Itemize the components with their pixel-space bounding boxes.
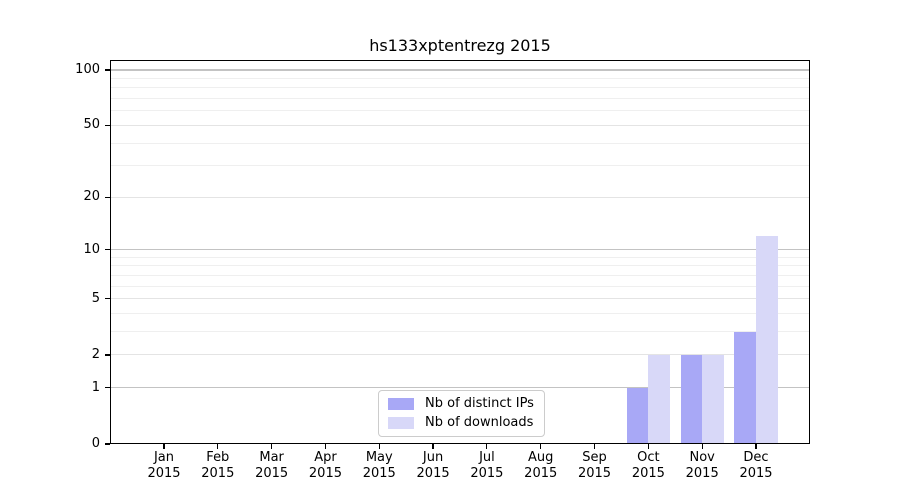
legend-swatch-distinct-ips xyxy=(388,398,414,410)
x-tick-label: Mar 2015 xyxy=(240,450,304,482)
y-tick-label: 0 xyxy=(91,436,100,451)
legend-item-downloads: Nb of downloads xyxy=(388,416,535,430)
bar-distinct-ips-nov xyxy=(680,354,703,444)
x-tick-mark xyxy=(271,444,273,449)
x-tick-label-year: 2015 xyxy=(255,466,289,481)
x-tick-label-year: 2015 xyxy=(147,466,181,481)
y-tick-mark xyxy=(105,124,110,126)
bar-downloads-nov xyxy=(702,354,724,444)
y-tick-mark xyxy=(105,443,110,445)
x-tick-mark xyxy=(593,444,596,449)
y-tick-mark xyxy=(105,69,110,71)
gridline-minor xyxy=(110,256,810,258)
x-tick-label-year: 2015 xyxy=(416,466,450,481)
y-tick-mark xyxy=(105,298,110,300)
gridline-major xyxy=(110,124,810,126)
legend-item-distinct-ips: Nb of distinct IPs xyxy=(388,397,535,411)
legend-label-downloads: Nb of downloads xyxy=(425,415,534,430)
gridline-minor xyxy=(110,77,810,79)
gridline-major xyxy=(110,354,810,356)
gridline-major xyxy=(110,196,810,198)
x-tick-mark xyxy=(217,444,219,449)
gridline-minor xyxy=(110,265,810,267)
y-tick-label: 100 xyxy=(75,61,100,77)
x-tick-label-year: 2015 xyxy=(685,466,719,481)
x-tick-mark xyxy=(163,444,165,449)
x-tick-label-year: 2015 xyxy=(524,466,558,481)
x-tick-label: Jun 2015 xyxy=(401,450,465,482)
legend: Nb of distinct IPs Nb of downloads xyxy=(378,390,545,437)
x-tick-label: Jul 2015 xyxy=(455,450,519,482)
x-tick-mark xyxy=(755,444,757,449)
x-tick-mark xyxy=(324,444,327,449)
x-tick-label: May 2015 xyxy=(347,450,411,482)
y-tick-label: 2 xyxy=(91,346,100,362)
x-tick-label: Nov 2015 xyxy=(670,450,734,482)
x-tick-label: Dec 2015 xyxy=(724,450,788,482)
x-tick-mark xyxy=(486,444,488,449)
bar-distinct-ips-dec xyxy=(734,331,756,444)
gridline-minor xyxy=(110,142,810,144)
gridline-major xyxy=(110,298,810,300)
y-tick-mark xyxy=(105,387,110,389)
gridline-decade xyxy=(110,387,810,389)
x-tick-label-year: 2015 xyxy=(739,466,773,481)
x-tick-label-year: 2015 xyxy=(631,466,665,481)
x-tick-label: Oct 2015 xyxy=(616,450,680,482)
y-tick-label: 50 xyxy=(83,117,100,133)
gridline-minor xyxy=(110,313,810,315)
x-tick-mark xyxy=(647,444,649,449)
gridline-decade xyxy=(110,69,810,71)
plot-area xyxy=(110,60,810,444)
legend-swatch-downloads xyxy=(388,417,414,429)
y-tick-label: 10 xyxy=(83,241,100,257)
x-tick-label-year: 2015 xyxy=(577,466,612,481)
gridline-minor xyxy=(110,274,810,276)
y-tick-label: 1 xyxy=(91,379,100,395)
y-tick-mark xyxy=(105,196,110,198)
x-tick-label: Jan 2015 xyxy=(132,450,196,482)
y-tick-mark xyxy=(105,354,110,356)
x-tick-label: Aug 2015 xyxy=(509,450,573,482)
gridline-minor xyxy=(110,285,810,287)
x-tick-label-year: 2015 xyxy=(362,466,396,481)
x-tick-mark xyxy=(378,444,380,449)
x-tick-mark xyxy=(432,444,434,449)
x-tick-label: Sep 2015 xyxy=(563,450,627,482)
y-tick-label: 20 xyxy=(83,189,100,205)
gridline-minor xyxy=(110,110,810,112)
gridline-decade xyxy=(110,249,810,251)
x-tick-label: Feb 2015 xyxy=(186,450,250,482)
y-tick-label: 5 xyxy=(91,290,100,306)
gridline-minor xyxy=(110,98,810,100)
legend-label-distinct-ips: Nb of distinct IPs xyxy=(425,396,534,411)
bar-downloads-oct xyxy=(648,354,670,444)
x-tick-label-year: 2015 xyxy=(201,466,235,481)
gridline-minor xyxy=(110,331,810,333)
x-tick-label-year: 2015 xyxy=(308,466,342,481)
x-tick-label: Apr 2015 xyxy=(293,450,357,482)
gridline-minor xyxy=(110,87,810,89)
x-tick-mark xyxy=(540,444,542,449)
bar-distinct-ips-oct xyxy=(626,387,649,444)
y-tick-mark xyxy=(105,249,110,251)
x-tick-label-year: 2015 xyxy=(470,466,504,481)
x-tick-mark xyxy=(701,444,703,449)
bar-downloads-dec xyxy=(756,236,778,444)
gridline-minor xyxy=(110,165,810,167)
chart-title: hs133xptentrezg 2015 xyxy=(369,36,551,55)
